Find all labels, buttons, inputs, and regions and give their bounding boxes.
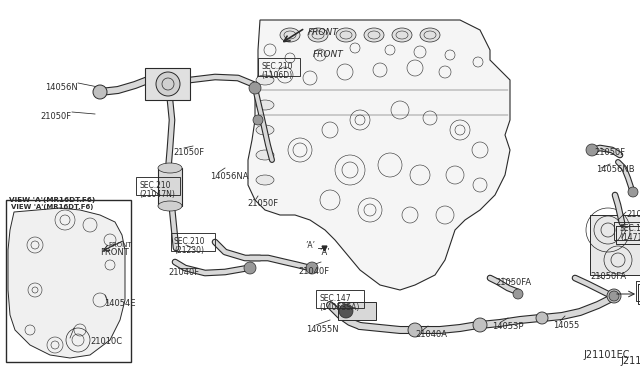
Bar [614, 222, 640, 240]
Bar [616, 226, 640, 244]
Text: 21050F: 21050F [41, 112, 72, 121]
Text: FRONT: FRONT [308, 28, 339, 37]
Ellipse shape [336, 28, 356, 42]
Text: J21101EC: J21101EC [584, 350, 630, 360]
Bar [136, 177, 180, 195]
Text: 21040F: 21040F [168, 268, 199, 277]
Circle shape [586, 144, 598, 156]
Text: SEC.210: SEC.210 [261, 62, 292, 71]
Text: SEC.210: SEC.210 [174, 237, 205, 246]
Ellipse shape [158, 201, 182, 211]
Circle shape [93, 85, 107, 99]
Text: 21040A: 21040A [415, 330, 447, 339]
Circle shape [244, 262, 256, 274]
Ellipse shape [256, 75, 274, 85]
Bar [6, 200, 131, 362]
Text: SEC.210: SEC.210 [139, 181, 170, 190]
Ellipse shape [256, 150, 274, 160]
Ellipse shape [392, 28, 412, 42]
Text: 21050F: 21050F [626, 210, 640, 219]
Text: FRONT: FRONT [313, 50, 344, 59]
Text: FRONT: FRONT [108, 242, 132, 248]
Bar [145, 68, 190, 100]
Text: ’A’: ’A’ [305, 241, 315, 250]
Text: (14053SA): (14053SA) [319, 303, 360, 312]
Text: 14053P: 14053P [492, 322, 524, 331]
Circle shape [156, 72, 180, 96]
Text: SEC.147: SEC.147 [319, 294, 351, 303]
Text: 21050F: 21050F [247, 199, 278, 208]
Text: 21040F: 21040F [298, 267, 329, 276]
Text: 21050F: 21050F [173, 148, 204, 157]
Ellipse shape [308, 28, 328, 42]
Text: 14056NB: 14056NB [596, 165, 635, 174]
Bar [338, 302, 376, 320]
Ellipse shape [256, 100, 274, 110]
Bar [171, 233, 215, 251]
Text: 14055N: 14055N [306, 325, 339, 334]
Ellipse shape [280, 28, 300, 42]
Ellipse shape [256, 175, 274, 185]
Polygon shape [248, 20, 510, 290]
Text: J21101EC: J21101EC [620, 356, 640, 366]
Circle shape [609, 291, 619, 301]
Text: 14056NA: 14056NA [210, 172, 248, 181]
Bar [636, 281, 640, 301]
Ellipse shape [256, 125, 274, 135]
Text: (1106D): (1106D) [261, 71, 292, 80]
Text: 21010C: 21010C [90, 337, 122, 346]
Text: 21050F: 21050F [594, 148, 625, 157]
Circle shape [513, 289, 523, 299]
Text: 21050FA: 21050FA [590, 272, 626, 281]
Text: FRONT: FRONT [100, 248, 129, 257]
Bar [316, 290, 364, 308]
Circle shape [536, 312, 548, 324]
Text: (21230): (21230) [174, 246, 204, 255]
Text: SEC.147: SEC.147 [620, 224, 640, 233]
Ellipse shape [158, 163, 182, 173]
Circle shape [607, 289, 621, 303]
Circle shape [253, 115, 263, 125]
Circle shape [628, 187, 638, 197]
Circle shape [306, 262, 318, 274]
Circle shape [408, 323, 422, 337]
Bar [590, 215, 640, 275]
Bar [158, 168, 182, 206]
Text: VIEW 'A'(MR16DT.F6): VIEW 'A'(MR16DT.F6) [9, 197, 95, 203]
Ellipse shape [420, 28, 440, 42]
Text: ’A’: ’A’ [319, 248, 330, 257]
Polygon shape [8, 208, 125, 358]
Text: 14056N: 14056N [45, 83, 78, 92]
Text: VIEW 'A'(MR16DT.F6): VIEW 'A'(MR16DT.F6) [11, 204, 93, 210]
Ellipse shape [364, 28, 384, 42]
Circle shape [249, 82, 261, 94]
Bar [258, 58, 300, 76]
Text: 21050FA: 21050FA [495, 278, 531, 287]
Bar [638, 284, 640, 304]
Text: 14055: 14055 [553, 321, 579, 330]
Text: 14054E: 14054E [104, 299, 136, 308]
Text: (21047N): (21047N) [139, 190, 175, 199]
Text: (14710): (14710) [620, 233, 640, 242]
Circle shape [473, 318, 487, 332]
Circle shape [339, 304, 353, 318]
